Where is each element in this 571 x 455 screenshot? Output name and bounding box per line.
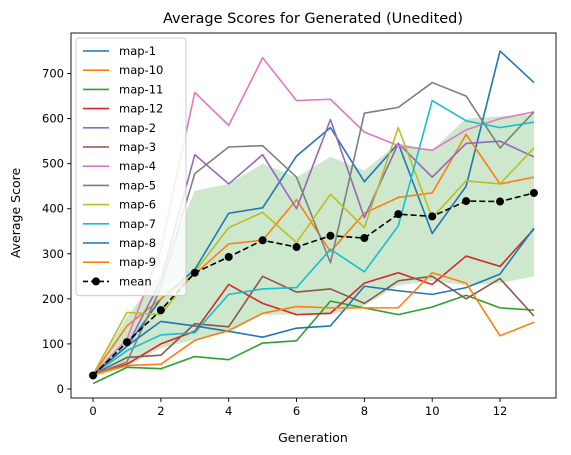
mean-point [122,338,131,347]
mean-point [360,234,369,243]
x-tick-label: 4 [225,404,232,418]
mean-point [292,243,301,252]
std-band [93,114,534,378]
mean-point [529,188,538,197]
legend-label-map-6: map-6 [119,198,156,212]
legend-label-map-10: map-10 [119,63,163,77]
legend-label-map-2: map-2 [119,121,156,135]
y-axis-label: Average Score [8,168,23,259]
legend-label-map-5: map-5 [119,178,156,192]
legend-label-map-1: map-1 [119,44,156,58]
legend-label-map-9: map-9 [119,255,156,269]
y-tick-label: 500 [42,157,64,171]
mean-point [428,212,437,221]
series-line-map-7 [92,99,535,376]
mean-point [190,268,199,277]
legend-marker-mean [92,277,100,286]
y-tick-label: 200 [42,292,64,306]
series-line-map-12 [92,228,535,376]
mean-point [326,231,335,240]
legend-label-map-4: map-4 [119,159,156,173]
series-line-map-9 [92,271,535,376]
legend-label-map-8: map-8 [119,236,156,250]
x-tick-label: 10 [425,404,440,418]
legend-label-map-7: map-7 [119,217,156,231]
legend-box [75,37,187,297]
mean-point [258,236,267,245]
series-line-map-8 [92,227,535,376]
legend-label-map-3: map-3 [119,140,156,154]
series-line-map-3 [92,275,535,376]
legend-label-mean: mean [119,274,152,288]
series-line-map-11 [92,294,535,385]
mean-point [462,197,471,206]
legend-label-map-11: map-11 [119,82,163,96]
x-axis-label: Generation [278,430,348,445]
x-tick-label: 8 [361,404,368,418]
x-tick-label: 2 [157,404,164,418]
x-tick-label: 0 [89,404,96,418]
chart-title: Average Scores for Generated (Unedited) [163,11,463,27]
x-tick-label: 6 [293,404,300,418]
axes-layer: 0 2 4 6 8 10 12 0 100 200 300 400 500 600 700 [42,32,557,418]
y-tick-label: 100 [42,337,64,351]
series-line-mean [92,192,535,377]
mean-point [394,210,403,219]
plot-frame [70,32,557,399]
y-tick-label: 300 [42,247,64,261]
mean-point [156,306,165,315]
legend: map-1 map-10 map-11 map-12 map-2 map-3 map-4 ma… [75,37,187,297]
series-line-map-6 [92,126,535,375]
mean-point [224,252,233,261]
legend-label-map-12: map-12 [119,102,163,116]
y-tick-label: 600 [42,112,64,126]
std-band-layer [93,114,534,378]
y-tick-label: 0 [57,382,64,396]
mean-point [89,371,98,380]
y-tick-label: 400 [42,202,64,216]
y-tick-label: 700 [42,67,64,81]
mean-point [496,197,505,206]
x-tick-label: 12 [493,404,508,418]
